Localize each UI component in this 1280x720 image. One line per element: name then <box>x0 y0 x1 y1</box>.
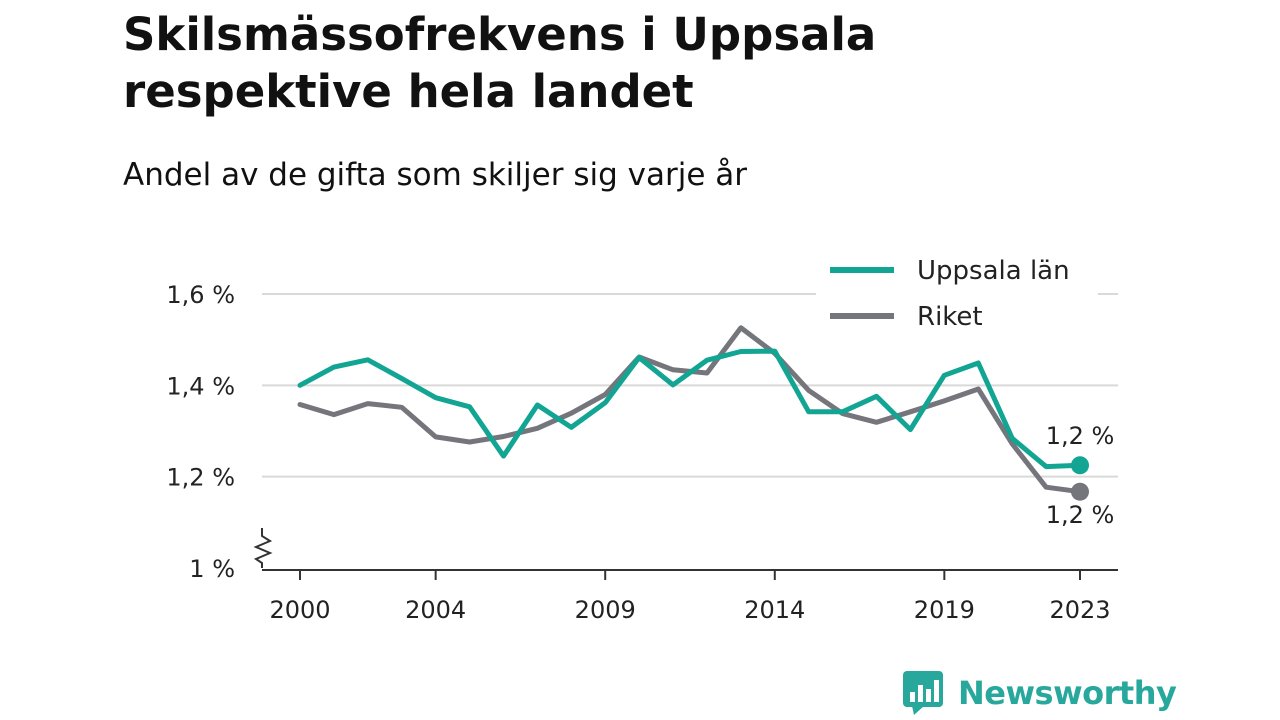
legend-label: Uppsala län <box>917 256 1070 286</box>
newsworthy-logo-text: Newsworthy <box>958 674 1177 712</box>
end-point-riket <box>1071 482 1089 501</box>
y-tick-label: 1 % <box>189 555 235 583</box>
legend: Uppsala län Riket <box>816 248 1098 344</box>
newsworthy-logo-icon <box>903 671 943 715</box>
end-label-uppsala: 1,2 % <box>1046 422 1115 450</box>
y-tick-label: 1,2 % <box>166 464 235 492</box>
chart-title: Skilsmässofrekvens i Uppsala respektive … <box>123 8 877 118</box>
chart-subtitle: Andel av de gifta som skiljer sig varje … <box>123 157 747 193</box>
legend-background <box>816 248 1098 344</box>
y-tick-label: 1,6 % <box>166 281 235 309</box>
newsworthy-logo: Newsworthy <box>902 670 1177 716</box>
series-lines: 1,2 % 1,2 % <box>297 325 1115 529</box>
series-line-riket <box>297 325 1083 495</box>
end-point-uppsala <box>1071 456 1089 475</box>
line-chart: 1 % 1,2 % 1,4 % 1,6 % 2000 2004 2009 2014 2019 20… <box>166 248 1118 624</box>
y-axis-break-icon <box>253 528 273 568</box>
x-tick-label: 2019 <box>914 596 975 624</box>
series-line-uppsala <box>297 348 1083 470</box>
x-tick-label: 2004 <box>405 596 466 624</box>
legend-label: Riket <box>917 302 983 332</box>
x-tick-label: 2009 <box>575 596 636 624</box>
axes: 1 % 1,2 % 1,4 % 1,6 % 2000 2004 2009 2014 2019 20… <box>166 281 1118 624</box>
x-tick-label: 2023 <box>1049 596 1110 624</box>
end-label-riket: 1,2 % <box>1046 501 1115 529</box>
x-tick-label: 2014 <box>744 596 805 624</box>
x-tick-label: 2000 <box>269 596 330 624</box>
y-tick-label: 1,4 % <box>166 372 235 400</box>
